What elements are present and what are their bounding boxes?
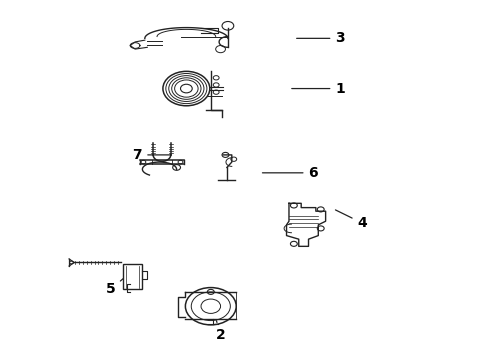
Text: 7: 7 <box>133 148 172 162</box>
Text: 2: 2 <box>216 321 225 342</box>
Text: 4: 4 <box>336 210 367 230</box>
Text: 1: 1 <box>292 82 345 95</box>
Text: 6: 6 <box>263 166 318 180</box>
Text: 3: 3 <box>296 31 345 45</box>
Text: 5: 5 <box>106 279 123 296</box>
